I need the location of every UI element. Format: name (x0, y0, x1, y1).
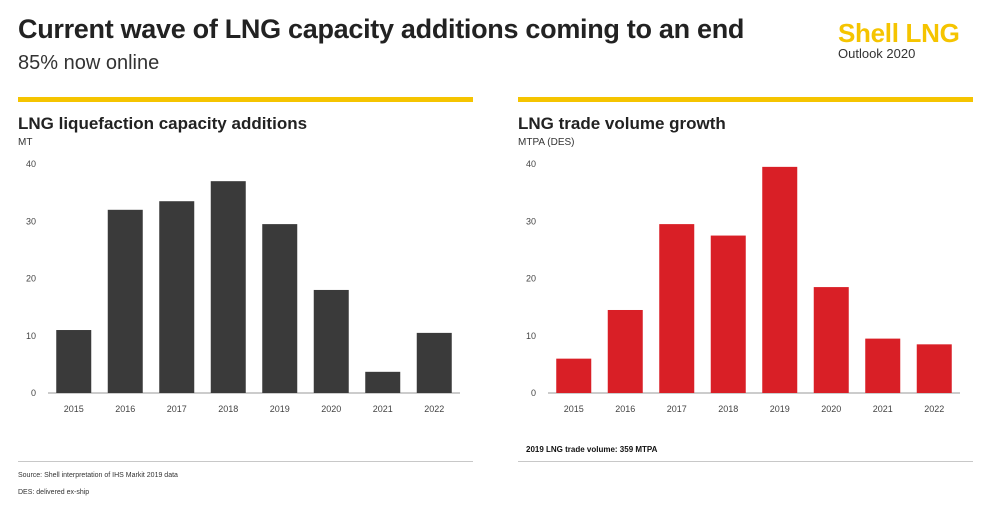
capacity-bar-2021 (365, 371, 401, 393)
capacity-xtick-label: 2017 (167, 404, 187, 414)
trade-xtick-label: 2018 (718, 404, 738, 414)
trade-bar-2017 (659, 224, 695, 393)
trade-ytick-label: 0 (531, 388, 536, 398)
trade-ytick-label: 10 (526, 331, 536, 341)
capacity-xtick-label: 2020 (321, 404, 341, 414)
brand-subtitle: Outlook 2020 (838, 46, 916, 61)
right-bottom-rule (518, 461, 973, 462)
trade-volume-svg: 0 10 20 30 40 2015 2016 2017 2018 2019 2020 2021 202… (526, 159, 960, 414)
trade-bar-2015 (556, 358, 592, 393)
left-panel-rule (18, 97, 473, 102)
brand-logo: Shell LNG (838, 18, 960, 48)
capacity-ytick-label: 0 (31, 388, 36, 398)
trade-xtick-label: 2021 (873, 404, 893, 414)
des-note: DES: delivered ex-ship (18, 489, 90, 496)
capacity-ytick-label: 30 (26, 216, 36, 226)
trade-bar-2021 (865, 338, 901, 393)
source-note: Source: Shell interpretation of IHS Mark… (18, 472, 178, 479)
trade-bar-2020 (813, 287, 849, 393)
capacity-xtick-label: 2021 (373, 404, 393, 414)
capacity-bar-2017 (159, 201, 195, 393)
trade-xtick-label: 2015 (564, 404, 584, 414)
capacity-ytick-label: 40 (26, 159, 36, 169)
right-panel-rule (518, 97, 973, 102)
trade-bar-2019 (762, 166, 798, 393)
trade-volume-note: 2019 LNG trade volume: 359 MTPA (526, 445, 658, 454)
capacity-xtick-label: 2022 (424, 404, 444, 414)
trade-ytick-label: 30 (526, 216, 536, 226)
capacity-xtick-label: 2018 (218, 404, 238, 414)
trade-bar-2022 (916, 344, 952, 393)
capacity-bar-2019 (262, 224, 298, 393)
left-chart-title: LNG liquefaction capacity additions (18, 114, 308, 133)
trade-bar-2018 (710, 235, 746, 393)
capacity-bar-2018 (210, 181, 246, 393)
right-chart-unit: MTPA (DES) (518, 137, 575, 148)
trade-ytick-label: 40 (526, 159, 536, 169)
trade-ytick-label: 20 (526, 274, 536, 284)
trade-bar-2016 (607, 309, 643, 393)
capacity-xtick-label: 2016 (115, 404, 135, 414)
capacity-bar-2015 (56, 330, 92, 393)
trade-xtick-label: 2019 (770, 404, 790, 414)
trade-xtick-label: 2020 (821, 404, 841, 414)
capacity-xtick-label: 2019 (270, 404, 290, 414)
trade-xtick-label: 2016 (615, 404, 635, 414)
capacity-ytick-label: 10 (26, 331, 36, 341)
page-subtitle: 85% now online (18, 52, 160, 74)
capacity-bar-2022 (416, 332, 452, 393)
right-chart-title: LNG trade volume growth (518, 114, 726, 133)
capacity-xtick-label: 2015 (64, 404, 84, 414)
capacity-additions-svg: 0 10 20 30 40 2015 2016 2017 2018 2019 2020 2021 202… (26, 159, 460, 414)
trade-xtick-label: 2022 (924, 404, 944, 414)
capacity-bar-2016 (107, 209, 143, 393)
left-chart-unit: MT (18, 137, 33, 148)
left-bottom-rule (18, 461, 473, 462)
trade-xtick-label: 2017 (667, 404, 687, 414)
capacity-ytick-label: 20 (26, 274, 36, 284)
capacity-bar-2020 (313, 289, 349, 393)
page-title: Current wave of LNG capacity additions c… (18, 14, 745, 44)
trade-volume-chart: 0 10 20 30 40 2015 2016 2017 2018 2019 2020 2021 202… (518, 150, 973, 430)
capacity-additions-chart: 0 10 20 30 40 2015 2016 2017 2018 2019 2020 2021 202… (18, 150, 473, 430)
